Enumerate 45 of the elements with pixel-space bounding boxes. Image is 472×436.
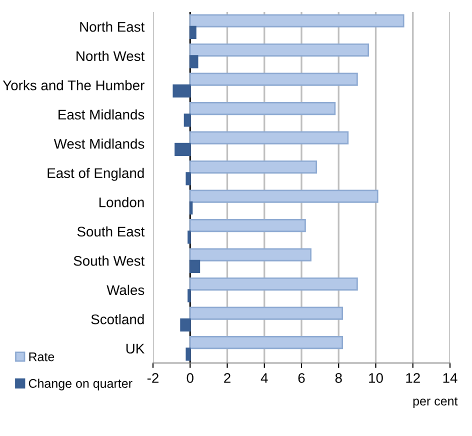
bar: [189, 14, 404, 28]
y-tick-label: North West: [76, 50, 145, 62]
y-tick-label: East of England: [48, 168, 144, 181]
bar: [189, 260, 200, 274]
x-tick-label: 14: [443, 373, 458, 383]
y-tick-label: West Midlands: [54, 138, 144, 149]
y-tick-label: South East: [77, 226, 145, 237]
y-tick-label: London: [99, 197, 144, 208]
x-tick-label: 2: [224, 373, 230, 383]
bar: [189, 26, 196, 40]
y-tick-label: South West: [74, 256, 145, 266]
bar: [186, 172, 191, 186]
y-tick-label: Yorks and The Humber: [2, 80, 144, 90]
bar: [189, 72, 358, 86]
bar: [189, 55, 198, 68]
y-tick-label: Wales: [106, 284, 144, 296]
bar: [174, 142, 191, 156]
x-tick-label: 6: [298, 373, 305, 383]
x-tick-label: 4: [260, 373, 268, 383]
x-axis-title: per cent: [413, 397, 458, 408]
legend-label: Change on quarter: [28, 378, 132, 390]
bar: [189, 277, 358, 291]
bar: [189, 43, 370, 57]
bar: [189, 131, 349, 144]
bar: [189, 248, 312, 262]
x-tick-label: 10: [369, 373, 383, 383]
y-tick-label: North East: [80, 22, 145, 32]
bar: [189, 306, 344, 320]
bar: [189, 336, 344, 350]
bar: [172, 84, 191, 98]
x-tick-label: 12: [406, 373, 420, 383]
bar: [180, 318, 191, 332]
bar: [186, 348, 191, 361]
y-tick-label: UK: [126, 344, 145, 354]
bar: [184, 114, 191, 127]
y-tick-label: East Midlands: [58, 109, 144, 120]
bar: [189, 190, 378, 203]
y-tick-label: Scotland: [91, 314, 144, 324]
bar: [189, 102, 336, 116]
x-tick-label: 8: [335, 373, 342, 383]
bar: [189, 160, 318, 174]
legend-label: Rate: [29, 352, 54, 362]
x-tick-label: -2: [147, 373, 158, 383]
x-tick-label: 0: [186, 373, 194, 383]
bar: [189, 218, 306, 232]
